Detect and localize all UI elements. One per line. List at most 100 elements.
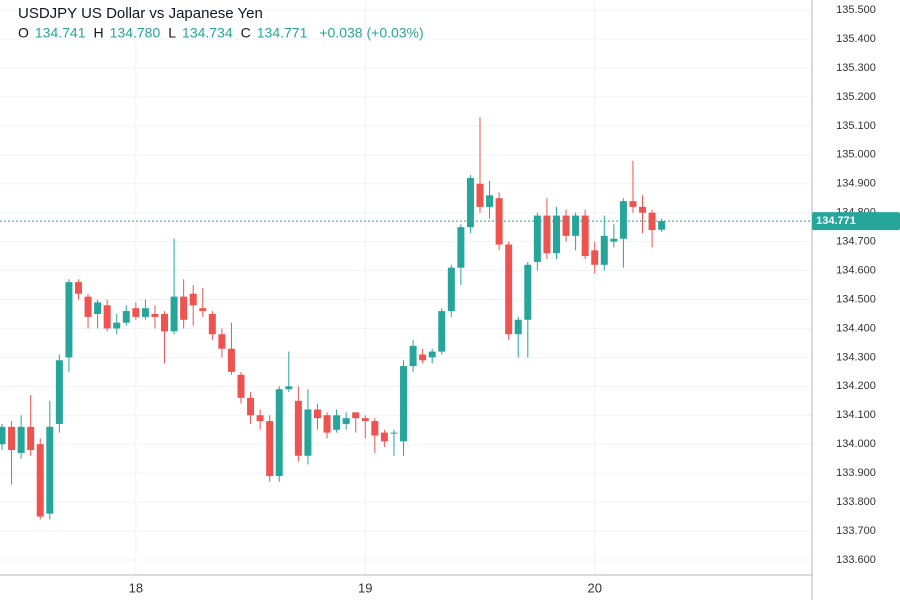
candle-body — [629, 201, 637, 207]
x-tick-label: 18 — [129, 580, 143, 595]
candle-body — [103, 305, 111, 329]
candle-body — [581, 215, 589, 257]
y-tick-label: 134.500 — [836, 293, 876, 305]
candle-body — [218, 334, 226, 349]
candle-body — [304, 409, 312, 456]
candle-body — [352, 412, 360, 419]
candle-body — [591, 250, 599, 265]
candle-body — [610, 238, 618, 242]
candle-body — [256, 415, 264, 422]
y-tick-label: 133.800 — [836, 496, 876, 508]
y-tick-label: 134.100 — [836, 409, 876, 421]
candle-body — [170, 296, 178, 332]
candle-body — [189, 293, 197, 306]
candle-body — [294, 400, 302, 456]
ohlc-key: L — [168, 25, 176, 41]
candle-body — [199, 308, 207, 312]
y-tick-label: 133.900 — [836, 467, 876, 479]
candle-body — [8, 426, 16, 450]
candle-body — [84, 296, 92, 317]
candle-body — [94, 302, 102, 314]
candle-body — [237, 374, 245, 398]
y-tick-label: 134.000 — [836, 438, 876, 450]
candle-body — [161, 313, 169, 332]
y-tick-label: 133.700 — [836, 525, 876, 537]
candle-body — [266, 421, 274, 477]
candle-body — [65, 282, 73, 358]
candle-body — [36, 444, 44, 517]
ohlc-key: H — [94, 25, 104, 41]
candle-body — [562, 215, 570, 236]
candle-body — [447, 267, 455, 312]
candle-body — [619, 201, 627, 239]
candle-body — [333, 415, 341, 430]
candle-body — [113, 322, 121, 329]
candle-body — [524, 264, 532, 320]
candle-body — [400, 366, 408, 442]
candle-body — [342, 418, 350, 424]
candle-body — [361, 418, 369, 422]
candle-body — [275, 389, 283, 477]
candle-body — [227, 348, 235, 372]
grid — [0, 0, 812, 575]
y-tick-label: 134.400 — [836, 322, 876, 334]
candle-body — [552, 215, 560, 254]
candle-body — [639, 206, 647, 213]
candle-body — [17, 426, 25, 453]
candle-body — [419, 354, 427, 361]
y-tick-label: 135.300 — [836, 62, 876, 74]
candle-body — [543, 215, 551, 254]
candle-body — [0, 426, 6, 445]
ohlc-key: C — [241, 25, 251, 41]
ohlc-key: O — [18, 25, 29, 41]
candle-body — [380, 432, 388, 442]
y-tick-label: 135.500 — [836, 4, 876, 16]
candle-body — [514, 319, 522, 335]
change-label: +0.038 (+0.03%) — [319, 25, 423, 41]
candle-body — [27, 426, 35, 450]
candle-body — [476, 183, 484, 207]
candle-body — [658, 221, 666, 230]
candle-body — [486, 195, 494, 207]
candle-body — [46, 426, 54, 514]
y-tick-label: 135.000 — [836, 149, 876, 161]
x-tick-label: 20 — [587, 580, 601, 595]
candle-body — [495, 198, 503, 245]
y-tick-label: 135.100 — [836, 120, 876, 132]
candles — [0, 117, 666, 520]
candle-body — [533, 215, 541, 262]
y-tick-label: 134.900 — [836, 178, 876, 190]
candle-body — [208, 313, 216, 335]
candle-body — [74, 282, 82, 294]
candle-body — [600, 235, 608, 265]
x-tick-label: 19 — [358, 580, 372, 595]
candle-body — [180, 296, 188, 320]
candle-body — [313, 409, 321, 419]
ohlc-header: O 134.741 H 134.780 L 134.734 C 134.771 +0.038 (… — [18, 25, 424, 41]
candle-body — [428, 351, 436, 358]
candle-body — [371, 421, 379, 436]
y-tick-label: 134.200 — [836, 380, 876, 392]
candle-body — [505, 244, 513, 335]
candle-body — [390, 432, 398, 434]
chart-title: USDJPY US Dollar vs Japanese Yen — [18, 5, 263, 22]
y-tick-label: 134.600 — [836, 264, 876, 276]
candle-body — [122, 311, 130, 323]
candle-body — [323, 415, 331, 433]
ohlc-value: 134.771 — [257, 25, 308, 41]
candle-body — [457, 227, 465, 268]
candle-body — [132, 308, 140, 317]
y-tick-label: 135.200 — [836, 91, 876, 103]
candle-body — [438, 311, 446, 352]
candle-body — [572, 215, 580, 236]
candle-body — [409, 345, 417, 367]
candle-body — [55, 360, 63, 424]
y-tick-label: 134.300 — [836, 351, 876, 363]
last-price-box — [812, 212, 900, 231]
candle-body — [141, 308, 149, 317]
y-tick-label: 133.600 — [836, 554, 876, 566]
candle-body — [285, 386, 293, 390]
candle-body — [466, 177, 474, 228]
